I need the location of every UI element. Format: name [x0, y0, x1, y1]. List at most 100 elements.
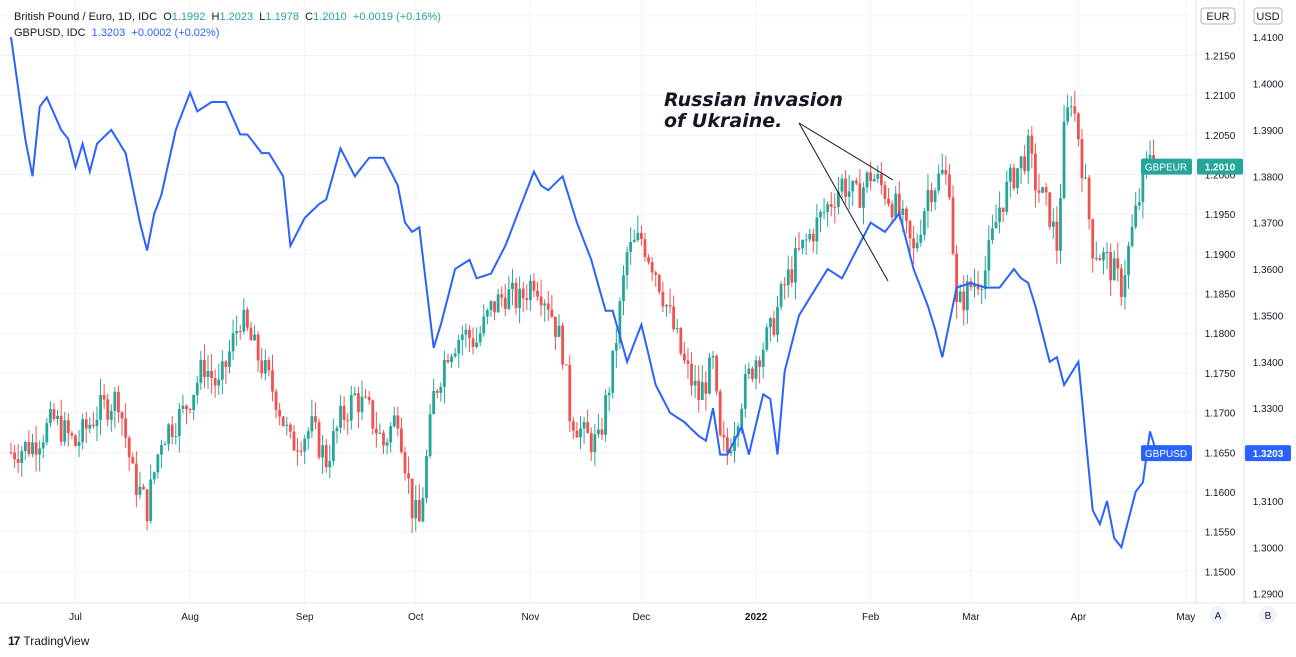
candle-body — [983, 270, 987, 290]
candle-body — [912, 238, 916, 249]
candle-body — [711, 355, 715, 358]
candle-body — [1016, 168, 1019, 189]
candle-body — [102, 395, 106, 400]
candle-body — [1051, 221, 1055, 227]
usd-tick-label: 1.4000 — [1253, 79, 1284, 90]
candle-body — [9, 452, 13, 454]
candle-body — [353, 393, 357, 395]
candle-body — [306, 431, 310, 439]
eur-tick-label: 1.2050 — [1205, 131, 1236, 142]
legend-gbpusd-value: 1.3203 — [91, 27, 126, 39]
eur-units-tag[interactable] — [1200, 7, 1236, 25]
legend-l-label: L — [259, 11, 266, 23]
candle-body — [131, 457, 135, 464]
candle-body — [70, 433, 74, 436]
candle-body — [177, 408, 181, 437]
candle-body — [206, 370, 210, 378]
legend-gbpusd-name: GBPUSD, IDC — [14, 27, 86, 39]
time-tick-label: Feb — [862, 612, 880, 623]
time-tick-label: May — [1176, 612, 1195, 623]
usd-tick-label: 1.3400 — [1253, 358, 1284, 369]
candle-body — [228, 351, 231, 367]
candle-body — [331, 431, 335, 462]
candle-body — [1012, 167, 1016, 189]
candle-body — [335, 427, 339, 432]
candle-body — [568, 365, 572, 422]
candle-body — [876, 174, 880, 179]
candle-body — [242, 309, 246, 332]
candle-body — [869, 172, 873, 182]
candle-body — [457, 339, 461, 354]
annotation-arrow-1 — [798, 122, 894, 181]
legend-gbpusd-change: +0.0002 (+0.02%) — [131, 27, 220, 39]
candle-body — [1059, 198, 1062, 251]
candle-body — [854, 180, 858, 184]
last-price-tag — [1245, 445, 1291, 462]
legend-low: 1.1978 — [265, 11, 300, 23]
candle-body — [1026, 135, 1030, 172]
candle-body — [561, 325, 564, 365]
candle-body — [170, 424, 174, 437]
candle-body — [693, 380, 697, 386]
candle-body — [708, 357, 711, 394]
usd-tick-label: 1.3000 — [1253, 543, 1284, 554]
candle-body — [668, 305, 672, 307]
candle-body — [392, 415, 396, 427]
candle-body — [163, 443, 167, 445]
axis-button-b[interactable] — [1259, 606, 1277, 624]
candle-body — [665, 305, 668, 307]
usd-units-tag[interactable] — [1253, 7, 1283, 25]
candle-body — [625, 251, 629, 276]
candle-body — [725, 437, 729, 454]
axis-button-b-label: B — [1265, 611, 1272, 622]
candle-body — [518, 288, 522, 309]
usd-tick-label: 1.3800 — [1253, 172, 1284, 183]
candle-body — [403, 452, 407, 474]
candle-body — [271, 370, 274, 392]
eur-tick-label: 1.2100 — [1205, 91, 1236, 102]
candle-body — [127, 437, 131, 458]
candle-body — [579, 428, 582, 438]
axis-button-a[interactable] — [1209, 606, 1227, 624]
candle-body — [915, 242, 919, 249]
series-name-label: GBPEUR — [1145, 163, 1187, 174]
legend-gbpusd: GBPUSD, IDC 1.3203 +0.0002 (+0.02%) — [14, 27, 220, 39]
candle-body — [944, 169, 948, 175]
legend-gbpeur-name: British Pound / Euro, 1D, IDC — [14, 11, 158, 23]
legend-open: 1.1992 — [171, 11, 206, 23]
candle-body — [808, 233, 812, 240]
candle-body — [690, 363, 693, 386]
time-tick-label: Nov — [521, 612, 539, 623]
candle-body — [174, 436, 178, 438]
time-tick-label: Oct — [408, 612, 424, 623]
candle-body — [192, 394, 196, 410]
candle-body — [629, 241, 633, 252]
candle-body — [654, 272, 658, 275]
candle-body — [704, 382, 708, 394]
series-name-label: GBPUSD — [1145, 449, 1187, 460]
candle-body — [994, 221, 998, 229]
eur-tick-label: 1.1600 — [1205, 488, 1236, 499]
candle-body — [1066, 107, 1070, 122]
candle-body — [109, 411, 113, 420]
candle-body — [1084, 177, 1087, 179]
candle-body — [715, 355, 719, 392]
annotation-arrow-2 — [798, 122, 889, 282]
candle-body — [367, 397, 371, 401]
candle-body — [453, 353, 457, 357]
candle-body — [274, 391, 278, 410]
candle-body — [478, 333, 482, 343]
price-scale-area[interactable] — [1196, 0, 1296, 603]
candle-body — [235, 331, 239, 334]
usd-units-label: USD — [1256, 11, 1279, 23]
candle-body — [310, 416, 314, 432]
candle-body — [546, 303, 550, 310]
annotation: Russian invasion of Ukraine. — [664, 89, 894, 282]
candle-body — [1105, 252, 1109, 254]
tradingview-brand[interactable]: 17 TradingView — [8, 634, 89, 648]
usd-tick-label: 1.2900 — [1253, 590, 1284, 601]
candle-body — [364, 396, 367, 398]
candle-body — [747, 368, 751, 375]
candle-body — [826, 204, 830, 213]
